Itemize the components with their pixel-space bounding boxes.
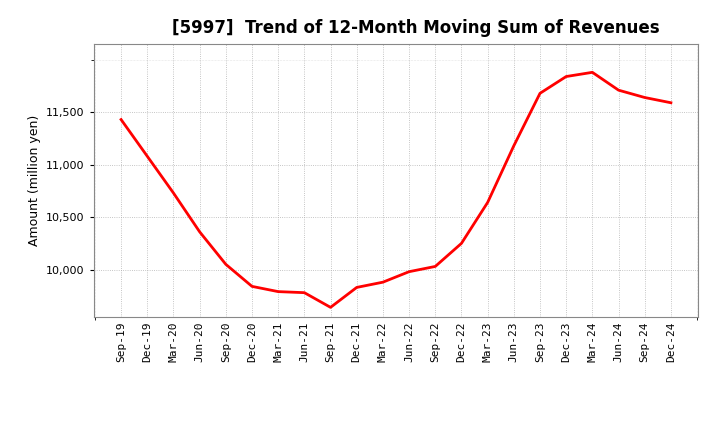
Text: [5997]  Trend of 12-Month Moving Sum of Revenues: [5997] Trend of 12-Month Moving Sum of R… — [172, 19, 660, 37]
Y-axis label: Amount (million yen): Amount (million yen) — [27, 115, 40, 246]
